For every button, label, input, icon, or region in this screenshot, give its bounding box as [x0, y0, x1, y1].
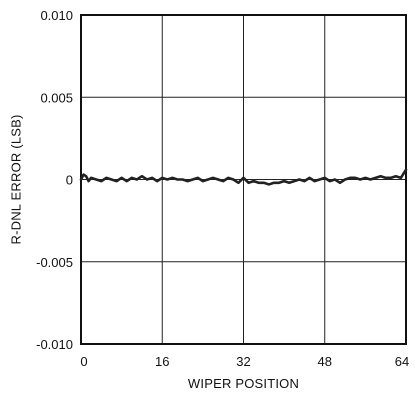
x-tick-labels: 0 16 32 48 64: [80, 354, 409, 369]
x-tick-label: 48: [318, 354, 332, 369]
y-tick-label: 0: [66, 173, 73, 188]
y-tick-label: 0.010: [40, 8, 73, 23]
x-tick-label: 64: [395, 354, 409, 369]
y-axis-label: R-DNL ERROR (LSB): [8, 114, 23, 244]
y-tick-labels: 0.010 0.005 0 -0.005 -0.010: [36, 8, 73, 352]
x-tick-label: 16: [155, 354, 169, 369]
series-line: [79, 168, 408, 186]
x-axis-label: WIPER POSITION: [188, 376, 299, 391]
y-tick-label: -0.010: [36, 337, 73, 352]
y-tick-label: 0.005: [40, 90, 73, 105]
y-tick-label: -0.005: [36, 255, 73, 270]
x-tick-label: 32: [236, 354, 250, 369]
x-tick-label: 0: [80, 354, 87, 369]
